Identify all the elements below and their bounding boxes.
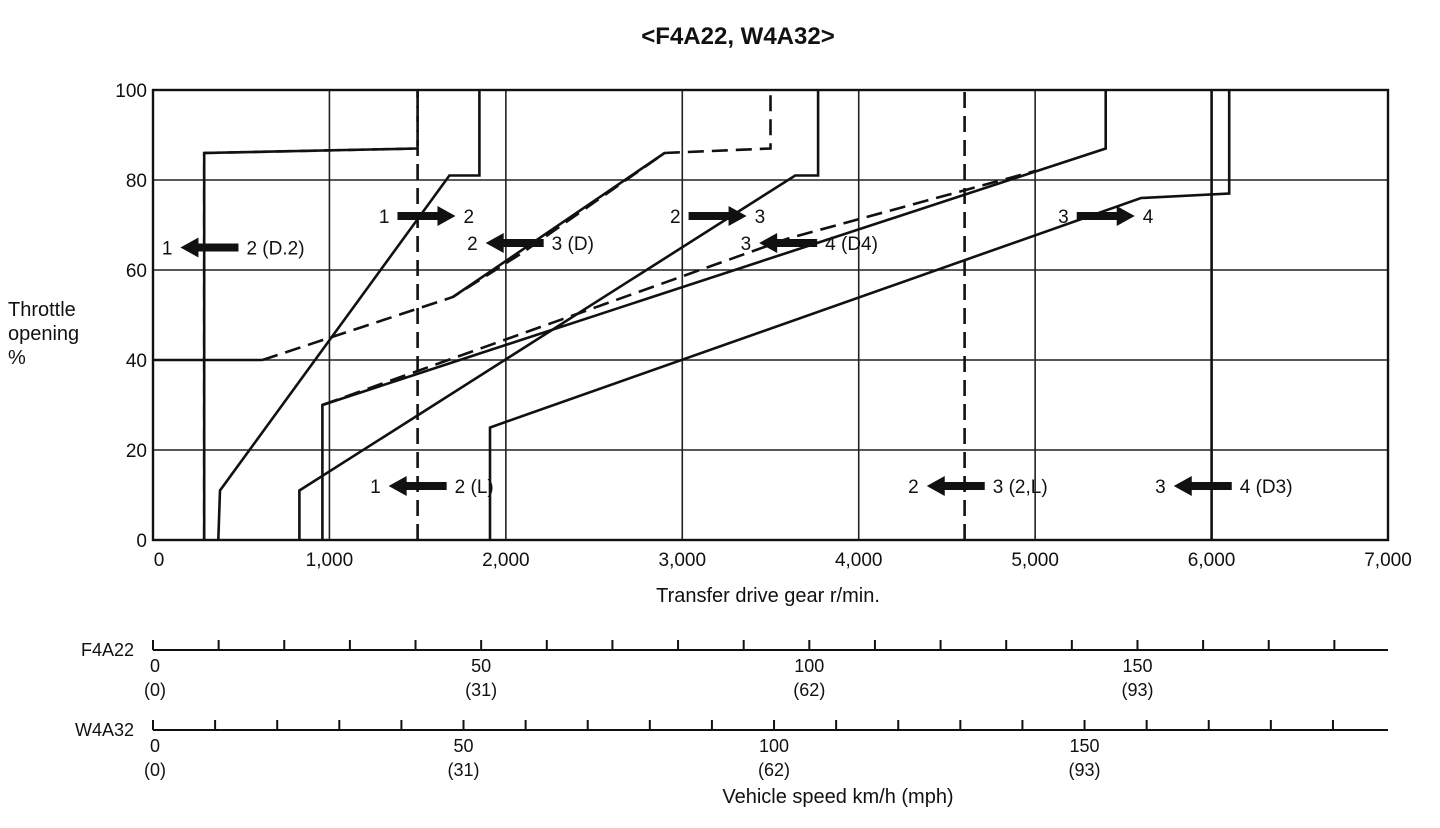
shift-from-label: 3 — [741, 234, 752, 255]
speed-mph-label: (0) — [144, 680, 166, 700]
y-axis-label: Throttle opening % — [8, 299, 79, 369]
shift-to-label: 3 — [755, 207, 766, 228]
series-line-up23 — [298, 90, 820, 540]
series-line-up12 — [217, 90, 481, 541]
shift-annotation: 3 4 (D3) — [1155, 476, 1293, 498]
shift-to-label: 2 — [463, 207, 474, 228]
shift-annotation: 1 2 (L) — [370, 476, 494, 498]
shift-from-label: 3 — [1058, 207, 1069, 228]
shift-to-label: 3 (2,L) — [993, 477, 1048, 498]
shift-to-label: 2 (D.2) — [246, 239, 304, 260]
shift-annotations: 1 2 2 3 3 41 2 (D.2) 2 3 (D) 3 4 (D4)1 2 (L) 2 3 (2,L… — [162, 206, 1293, 498]
x-tick-label: 2,000 — [482, 550, 530, 571]
shift-to-label: 3 (D) — [552, 234, 594, 255]
speed-scale-name: W4A32 — [75, 720, 134, 740]
series-line-down21_high — [204, 90, 419, 155]
shift-arrow-icon — [688, 206, 747, 226]
speed-mph-label: (62) — [793, 680, 825, 700]
shift-to-label: 4 — [1143, 207, 1154, 228]
x-tick-label: 4,000 — [835, 550, 883, 571]
speed-mph-label: (31) — [465, 680, 497, 700]
x-tick-label: 7,000 — [1364, 550, 1412, 571]
speed-kmh-label: 50 — [471, 656, 491, 676]
shift-from-label: 1 — [379, 207, 390, 228]
y-tick-label: 20 — [126, 441, 147, 462]
x-tick-label: 5,000 — [1011, 550, 1059, 571]
chart-series — [153, 90, 1231, 541]
shift-from-label: 3 — [1155, 477, 1166, 498]
y-tick-label: 60 — [126, 261, 147, 282]
y-axis-label-line-1: Throttle — [8, 299, 76, 321]
shift-from-label: 2 — [670, 207, 681, 228]
speed-kmh-label: 150 — [1122, 656, 1152, 676]
speed-kmh-label: 0 — [150, 736, 160, 756]
shift-arrow-icon — [926, 476, 985, 496]
plot-frame — [151, 88, 1390, 542]
shift-to-label: 2 (L) — [455, 477, 494, 498]
speed-kmh-label: 50 — [453, 736, 473, 756]
shift-arrow-icon — [180, 237, 239, 258]
shift-from-label: 1 — [162, 239, 173, 260]
vehicle-speed-scales: F4A22 0 (0) 50 (31) 100 (62) 150 (93) W4A32 0 (0) 50… — [75, 640, 1388, 780]
shift-annotation: 2 3 (D) — [467, 233, 594, 255]
speed-mph-label: (0) — [144, 760, 166, 780]
y-axis-label-line-3: % — [8, 347, 26, 369]
x-tick-label: 3,000 — [659, 550, 707, 571]
x-tick-label: 0 — [154, 550, 165, 571]
y-tick-label: 0 — [136, 531, 147, 552]
x-tick-labels: 0 1,000 2,000 3,000 4,000 5,000 6,000 7,000 — [154, 550, 1412, 571]
shift-arrow-icon — [397, 206, 456, 226]
y-tick-labels: 0 20 40 60 80 100 — [115, 81, 147, 552]
shift-arrow-icon — [1173, 476, 1232, 496]
chart-title: <F4A22, W4A32> — [641, 23, 834, 50]
speed-scale-f4a22: F4A22 0 (0) 50 (31) 100 (62) 150 (93) — [81, 640, 1388, 700]
shift-from-label: 2 — [467, 234, 478, 255]
shift-annotation: 1 2 (D.2) — [162, 237, 305, 260]
shift-from-label: 2 — [908, 477, 919, 498]
shift-from-label: 1 — [370, 477, 381, 498]
shift-to-label: 4 (D3) — [1240, 477, 1293, 498]
series-line-down43_low — [321, 90, 1107, 540]
series-line-down32_main — [261, 90, 772, 362]
speed-scale-name: F4A22 — [81, 640, 134, 660]
y-axis-label-line-2: opening — [8, 323, 79, 345]
chart-grid — [151, 88, 1390, 542]
speed-mph-label: (93) — [1069, 760, 1101, 780]
y-tick-label: 100 — [115, 81, 147, 102]
shift-arrow-icon — [388, 476, 447, 496]
x-tick-label: 1,000 — [306, 550, 354, 571]
shift-arrow-icon — [485, 233, 544, 253]
shift-arrow-icon — [1076, 206, 1135, 226]
series-line-down32_a — [452, 151, 666, 299]
y-tick-label: 40 — [126, 351, 147, 372]
shift-to-label: 4 (D4) — [825, 234, 878, 255]
speed-mph-label: (62) — [758, 760, 790, 780]
speed-kmh-label: 150 — [1070, 736, 1100, 756]
speed-axis-label: Vehicle speed km/h (mph) — [722, 786, 953, 808]
speed-kmh-label: 100 — [759, 736, 789, 756]
speed-kmh-label: 100 — [794, 656, 824, 676]
series-line-down43_mid — [321, 169, 1036, 407]
shift-arrow-icon — [759, 233, 818, 253]
speed-scale-w4a32: W4A32 0 (0) 50 (31) 100 (62) 150 (93) — [75, 720, 1388, 780]
shift-annotation: 2 3 (2,L) — [908, 476, 1048, 498]
series-line-up34 — [488, 90, 1231, 540]
shift-annotation: 3 4 (D4) — [741, 233, 878, 255]
y-tick-label: 80 — [126, 171, 147, 192]
speed-kmh-label: 0 — [150, 656, 160, 676]
speed-mph-label: (93) — [1121, 680, 1153, 700]
speed-mph-label: (31) — [448, 760, 480, 780]
x-tick-label: 6,000 — [1188, 550, 1236, 571]
x-axis-label: Transfer drive gear r/min. — [656, 585, 880, 607]
